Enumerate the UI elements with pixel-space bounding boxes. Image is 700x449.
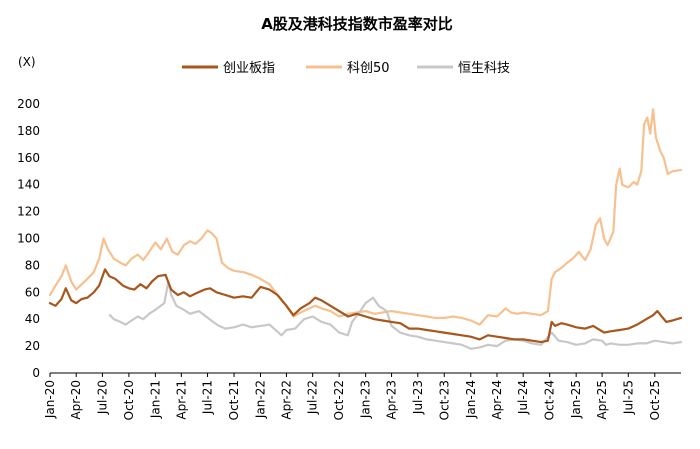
legend-label: 创业板指 [223, 61, 275, 76]
y-tick-label: 100 [17, 232, 40, 246]
x-tick-label: Jul-21 [201, 380, 215, 415]
x-tick-label: Jan-25 [569, 380, 583, 419]
series-line-f7c08f [48, 108, 683, 326]
y-tick-label: 200 [17, 97, 40, 111]
x-tick-label: Apr-23 [385, 380, 399, 420]
y-tick-label: 0 [32, 366, 40, 380]
y-tick-label: 160 [17, 151, 40, 165]
x-tick-label: Jul-20 [95, 380, 109, 415]
x-tick-label: Oct-21 [227, 380, 241, 420]
x-tick-label: Oct-25 [648, 380, 662, 420]
x-tick-label: Oct-20 [122, 380, 136, 420]
x-tick-label: Oct-22 [332, 380, 346, 420]
x-tick-label: Jul-25 [621, 380, 635, 415]
y-tick-label: 20 [25, 339, 40, 353]
series-line-a8561b [48, 268, 683, 344]
x-tick-label: Jan-21 [148, 380, 162, 419]
x-tick-label: Apr-25 [595, 380, 609, 420]
x-tick-label: Jan-20 [43, 380, 57, 419]
legend-label: 科创50 [347, 61, 390, 76]
x-tick-label: Jul-23 [411, 380, 425, 415]
x-tick-label: Oct-23 [437, 380, 451, 420]
x-tick-label: Apr-20 [69, 380, 83, 420]
x-tick-label: Jul-24 [516, 380, 530, 415]
series-line-c8c8c8 [108, 280, 683, 350]
y-tick-label: 180 [17, 124, 40, 138]
x-tick-label: Oct-24 [543, 380, 557, 420]
y-tick-label: 80 [25, 258, 40, 272]
y-tick-label: 120 [17, 205, 40, 219]
x-tick-label: Jan-23 [359, 380, 373, 419]
y-tick-label: 140 [17, 178, 40, 192]
y-axis: 0 20 40 60 80 100 120 140 160 180 200 [17, 97, 40, 380]
x-tick-label: Jul-22 [306, 380, 320, 415]
x-tick-label: Apr-22 [279, 380, 293, 420]
chart-title: A股及港科技指数市盈率对比 [261, 15, 453, 33]
y-tick-label: 60 [25, 285, 40, 299]
y-tick-label: 40 [25, 312, 40, 326]
x-tick-label: Apr-21 [174, 380, 188, 420]
legend-label: 恒生科技 [458, 61, 510, 76]
y-axis-unit-label: (X) [18, 55, 36, 69]
x-tick-label: Jan-22 [254, 380, 268, 419]
x-axis: Jan-20 Apr-20 Jul-20 Oct-20 Jan-21 Apr-21 Jul-… [43, 372, 681, 420]
x-tick-label: Apr-24 [490, 380, 504, 420]
plot-series [48, 108, 683, 350]
x-tick-label: Jan-24 [464, 380, 478, 419]
legend: 创业板指 科创50 恒生科技 [182, 61, 510, 76]
